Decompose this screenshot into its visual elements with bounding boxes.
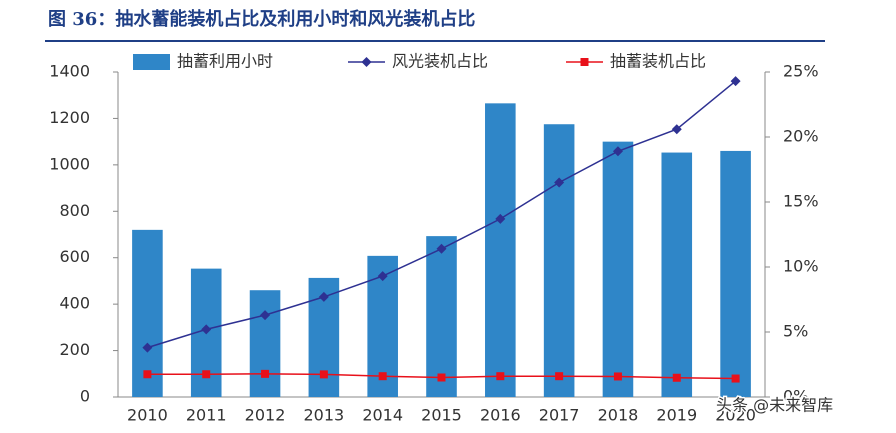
y-tick-label: 1000 [49,154,90,173]
x-tick-label: 2018 [598,406,639,425]
x-tick-label: 2020 [715,406,756,425]
line-marker [730,76,741,87]
line-marker [142,342,153,353]
y-tick-label: 800 [59,201,90,220]
y-tick-label: 200 [59,340,90,359]
legend-label: 抽蓄装机占比 [610,52,706,71]
y2-tick-label: 0% [783,387,808,406]
line-marker [319,370,328,379]
bar [543,124,575,397]
x-tick-label: 2016 [480,406,521,425]
legend-marker [580,58,589,66]
line-marker [555,372,564,381]
x-tick-label: 2017 [539,406,580,425]
bar [485,103,516,397]
line-marker [495,213,506,224]
x-tick-label: 2019 [656,406,697,425]
line-marker [437,373,446,382]
line-marker [261,369,270,378]
y2-tick-label: 25% [783,62,819,81]
y-tick-label: 1400 [49,62,90,81]
line-marker [612,146,623,157]
line-marker [672,373,681,382]
legend-swatch [133,54,170,70]
line-marker [202,370,211,379]
y2-tick-label: 15% [783,192,819,211]
x-tick-label: 2012 [245,406,286,425]
y-tick-label: 600 [59,247,90,266]
x-tick-label: 2011 [186,406,227,425]
line-marker [671,124,682,135]
x-tick-label: 2014 [362,406,403,425]
bar [249,290,281,397]
y-tick-label: 0 [80,387,90,406]
bar [720,150,751,397]
legend-marker [361,57,372,67]
x-tick-label: 2015 [421,406,462,425]
bar [426,236,457,397]
line-marker [496,372,505,381]
line-marker [260,310,271,321]
y2-tick-label: 20% [783,127,819,146]
legend-label: 抽蓄利用小时 [177,52,273,71]
watermark: 头条 @未来智库 [716,396,833,415]
line-marker [377,271,388,282]
bar [132,229,163,397]
y2-tick-label: 5% [783,322,808,341]
bar [661,152,693,397]
line-marker [143,370,152,379]
chart-title: 图 36：抽水蓄能装机占比及利用小时和风光装机占比 [48,8,475,30]
y-tick-label: 400 [59,294,90,313]
line-marker [378,372,387,381]
line-marker [554,177,565,188]
line-marker [318,291,329,302]
x-tick-label: 2013 [304,406,345,425]
line-marker [613,372,622,381]
line-marker [201,324,212,335]
legend-label: 风光装机占比 [392,52,488,71]
y-tick-label: 1200 [49,108,90,127]
line-marker [436,243,447,254]
y2-tick-label: 10% [783,257,819,276]
line-marker [731,374,740,383]
bar [602,141,634,397]
x-tick-label: 2010 [127,406,168,425]
